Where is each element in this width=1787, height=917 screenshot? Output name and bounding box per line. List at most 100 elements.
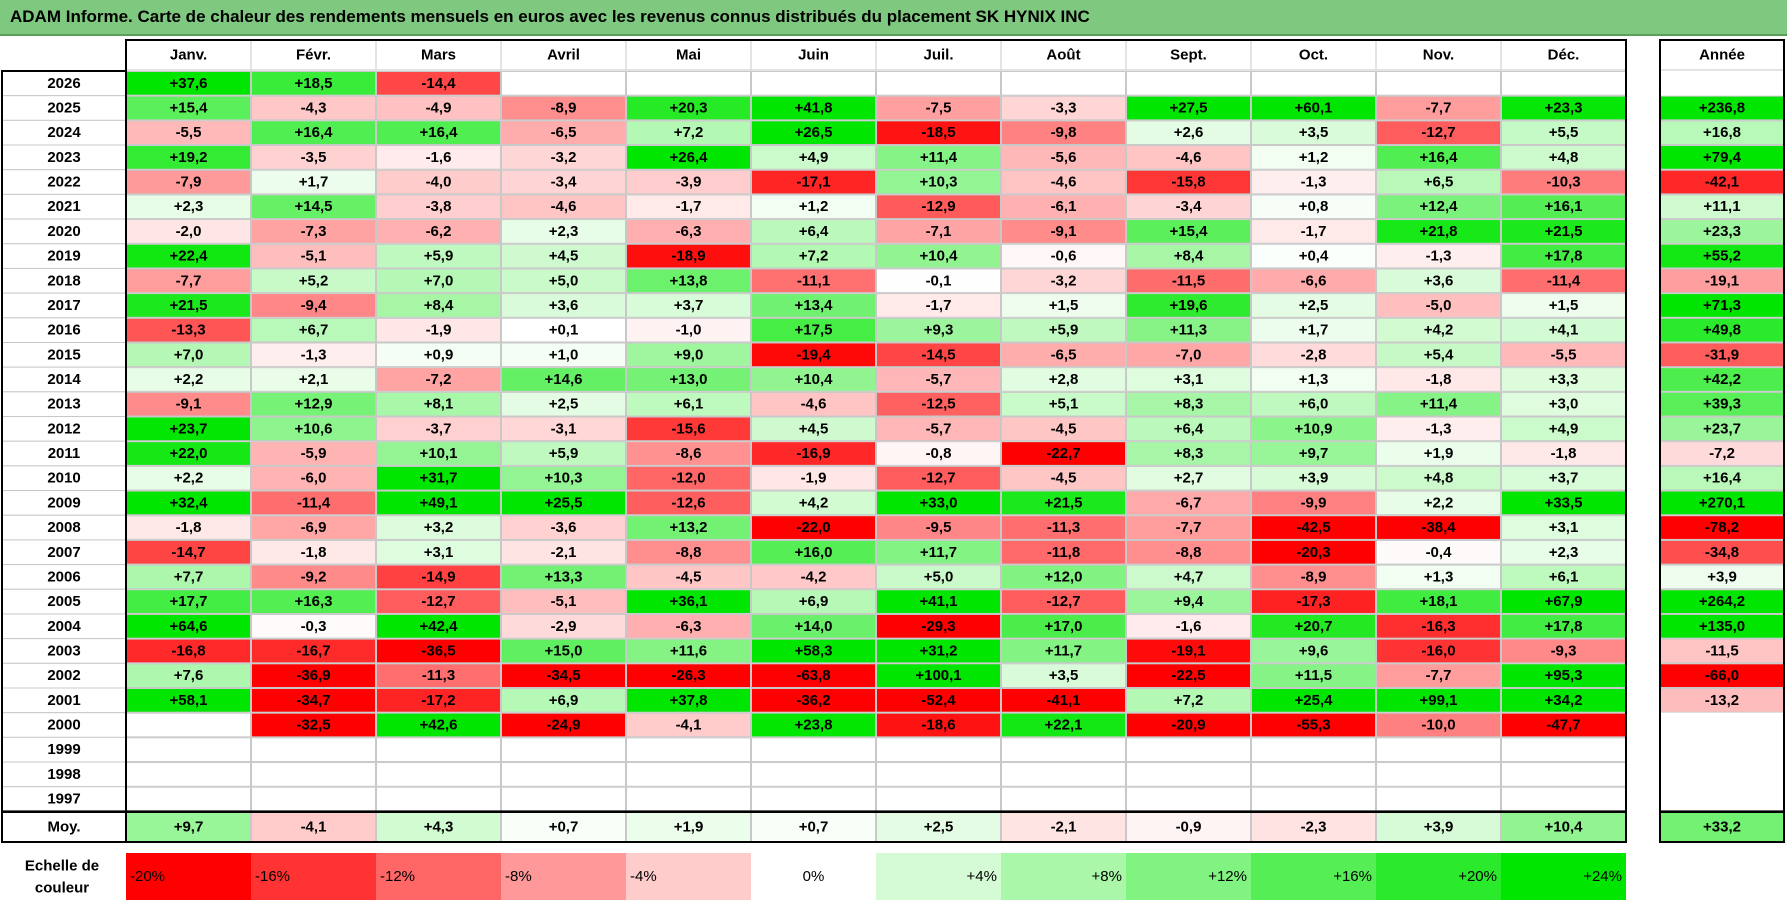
heatmap-cell <box>376 293 501 318</box>
row-label-2024: 2024 <box>47 124 81 141</box>
heatmap-cell <box>126 712 251 738</box>
average-cell <box>251 812 376 842</box>
cell-value-label: +14,6 <box>545 371 583 388</box>
cell-value-label: +23,8 <box>795 717 833 734</box>
heatmap-cell <box>501 762 626 787</box>
heatmap-cell <box>1126 786 1251 812</box>
cell-value-label: +2,3 <box>1549 544 1579 561</box>
annual-value-label: +236,8 <box>1699 100 1745 117</box>
cell-value-label: +95,3 <box>1545 667 1583 684</box>
cell-value-label: +16,4 <box>420 124 459 141</box>
cell-value-label: +23,7 <box>170 420 208 437</box>
heatmap-cell <box>251 367 376 392</box>
row-label-2025: 2025 <box>47 100 80 117</box>
heatmap-cell <box>1376 194 1501 220</box>
cell-value-label: -11,4 <box>1547 272 1581 289</box>
heatmap-cell <box>626 613 751 639</box>
heatmap-cell <box>1251 613 1376 639</box>
column-header-7: Juil. <box>923 47 953 64</box>
cell-value-label: +22,0 <box>170 445 208 462</box>
cell-value-label: -10,0 <box>1421 717 1455 734</box>
heatmap-cell <box>1251 391 1376 417</box>
cell-value-label: +5,0 <box>924 568 954 585</box>
heatmap-cell <box>251 762 376 787</box>
heatmap-cell <box>376 317 501 343</box>
scale-stop-label: 0% <box>803 868 825 885</box>
heatmap-cell <box>1251 786 1376 812</box>
cell-value-label: +2,3 <box>174 198 204 215</box>
cell-value-label: -24,9 <box>546 717 580 734</box>
cell-value-label: +3,1 <box>1549 519 1579 536</box>
heatmap-cell <box>751 490 876 516</box>
cell-value-label: -14,5 <box>921 346 955 363</box>
cell-value-label: -11,3 <box>422 667 455 684</box>
heatmap-cell <box>501 219 626 244</box>
heatmap-cell <box>751 564 876 590</box>
heatmap-cell <box>751 712 876 738</box>
cell-value-label: -7,7 <box>1176 519 1202 536</box>
cell-value-label: -17,1 <box>796 174 830 191</box>
cell-value-label: -22,7 <box>1046 445 1080 462</box>
heatmap-cell <box>126 786 251 812</box>
heatmap-cell <box>251 688 376 713</box>
heatmap-cell <box>1001 243 1126 269</box>
heatmap-cell <box>1001 71 1126 96</box>
heatmap-cell <box>1001 391 1126 417</box>
cell-value-label: +6,0 <box>1299 396 1329 413</box>
annual-cell <box>1660 786 1784 812</box>
heatmap-cell <box>376 613 501 639</box>
cell-value-label: +1,2 <box>799 198 829 215</box>
cell-value-label: -1,7 <box>926 297 952 314</box>
cell-value-label: +7,0 <box>424 272 454 289</box>
heatmap-cell <box>1376 564 1501 590</box>
heatmap-cell <box>251 712 376 738</box>
cell-value-label: +4,8 <box>1549 149 1579 166</box>
cell-value-label: -1,9 <box>426 322 452 339</box>
cell-value-label: +18,1 <box>1420 593 1458 610</box>
heatmap-cell <box>251 243 376 269</box>
cell-value-label: +17,5 <box>795 322 833 339</box>
cell-value-label: +11,7 <box>1045 642 1082 659</box>
cell-value-label: +34,2 <box>1545 692 1583 709</box>
heatmap-cell <box>626 293 751 318</box>
cell-value-label: -4,1 <box>676 717 702 734</box>
cell-value-label: +5,5 <box>1549 124 1579 141</box>
heatmap-cell <box>1126 613 1251 639</box>
cell-value-label: +42,4 <box>420 618 459 635</box>
heatmap-cell <box>376 441 501 466</box>
heatmap-cell <box>751 194 876 220</box>
heatmap-cell <box>1001 663 1126 689</box>
cell-value-label: -4,0 <box>426 174 452 191</box>
heatmap-cell <box>376 564 501 590</box>
heatmap-cell <box>1376 342 1501 368</box>
cell-value-label: +4,1 <box>1549 322 1579 339</box>
cell-value-label: -13,3 <box>171 322 205 339</box>
heatmap-cell <box>501 145 626 170</box>
cell-value-label: -5,0 <box>1426 297 1452 314</box>
heatmap-cell <box>1001 539 1126 565</box>
heatmap-cell <box>501 737 626 763</box>
heatmap-cell <box>1126 145 1251 170</box>
heatmap-cell <box>1126 441 1251 466</box>
row-label-2020: 2020 <box>47 223 80 240</box>
heatmap-cell <box>376 589 501 614</box>
heatmap-cell <box>751 663 876 689</box>
heatmap-cell <box>751 243 876 269</box>
heatmap-cell <box>876 762 1001 787</box>
chart-title: ADAM Informe. Carte de chaleur des rende… <box>10 7 1090 26</box>
heatmap-cell <box>626 317 751 343</box>
column-header-5: Mai <box>676 47 701 64</box>
cell-value-label: -34,5 <box>546 667 580 684</box>
cell-value-label: +11,5 <box>1295 667 1332 684</box>
heatmap-cell <box>751 268 876 294</box>
cell-value-label: +3,2 <box>424 519 454 536</box>
cell-value-label: +8,1 <box>424 396 454 413</box>
cell-value-label: +23,3 <box>1545 100 1583 117</box>
heatmap-cell <box>876 539 1001 565</box>
cell-value-label: +9,6 <box>1299 642 1329 659</box>
cell-value-label: +2,8 <box>1049 371 1079 388</box>
heatmap-cell <box>626 638 751 664</box>
cell-value-label: +4,5 <box>549 248 579 265</box>
heatmap-cell <box>1001 515 1126 540</box>
heatmap-cell <box>251 293 376 318</box>
